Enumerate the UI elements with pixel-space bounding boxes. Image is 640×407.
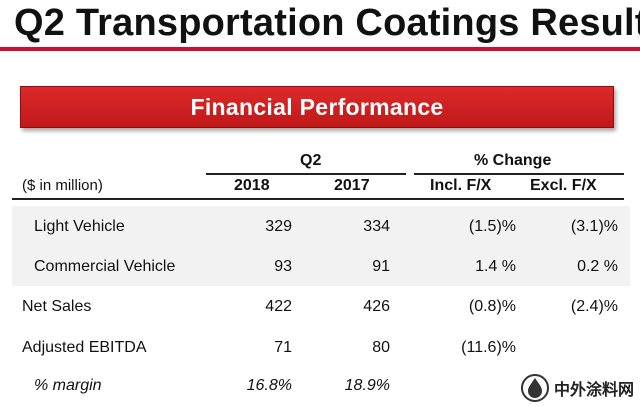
- cell-2017: 334: [363, 218, 390, 235]
- cell-incl-fx: 1.4 %: [475, 258, 516, 275]
- cell-2017: 426: [363, 298, 390, 315]
- page-title: Q2 Transportation Coatings Results: [14, 2, 640, 44]
- watermark: 中外涂料网: [520, 373, 634, 403]
- col-2018: 2018: [234, 177, 270, 194]
- cell-incl-fx: (0.8)%: [468, 298, 516, 315]
- paint-drop-icon: [520, 374, 549, 402]
- header-change: % Change: [474, 152, 552, 169]
- cell-2018: 71: [274, 339, 292, 356]
- cell-excl-fx: (2.4)%: [570, 298, 618, 315]
- row-label: Net Sales: [22, 298, 92, 315]
- row-label: % margin: [34, 377, 102, 394]
- header-underline: [12, 198, 624, 200]
- cell-excl-fx: (3.1)%: [570, 218, 618, 235]
- col-2017: 2017: [334, 177, 370, 194]
- row-label: Light Vehicle: [34, 218, 125, 235]
- col-incl-fx: Incl. F/X: [430, 177, 492, 194]
- cell-2017: 18.9%: [344, 377, 390, 394]
- cell-2018: 93: [274, 258, 292, 275]
- q2-underline: [206, 173, 406, 175]
- col-excl-fx: Excl. F/X: [530, 177, 597, 194]
- watermark-text: 中外涂料网: [553, 382, 634, 399]
- cell-incl-fx: (1.5)%: [468, 218, 516, 235]
- cell-excl-fx: 0.2 %: [577, 258, 618, 275]
- cell-2017: 80: [372, 339, 390, 356]
- cell-2018: 329: [265, 218, 292, 235]
- unit-label: ($ in million): [22, 177, 103, 194]
- header-q2: Q2: [300, 152, 322, 169]
- cell-2018: 422: [265, 298, 292, 315]
- title-divider: [0, 47, 640, 51]
- banner-label: Financial Performance: [190, 93, 444, 120]
- section-banner: Financial Performance: [20, 86, 614, 128]
- row-label: Adjusted EBITDA: [22, 339, 147, 356]
- change-underline: [414, 173, 624, 175]
- cell-incl-fx: (11.6)%: [461, 339, 516, 356]
- row-shade-subtotals: [12, 206, 630, 286]
- cell-2018: 16.8%: [246, 377, 292, 394]
- row-label: Commercial Vehicle: [34, 258, 176, 275]
- cell-2017: 91: [372, 258, 390, 275]
